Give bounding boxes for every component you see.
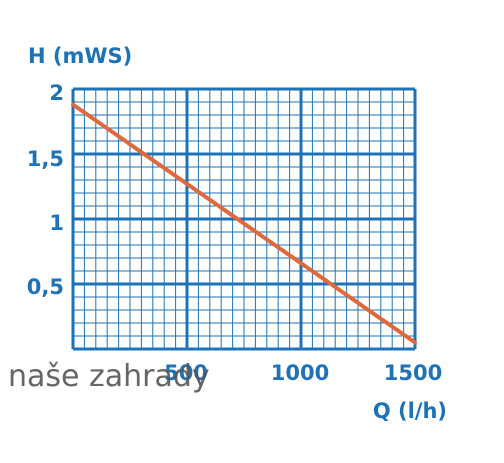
x-tick-label: 500 bbox=[164, 361, 208, 385]
y-tick-label: 1,5 bbox=[27, 147, 64, 171]
y-tick-label: 0,5 bbox=[27, 275, 64, 299]
series-line bbox=[71, 102, 417, 345]
series-layer bbox=[71, 102, 417, 345]
y-tick-label: 2 bbox=[49, 81, 64, 105]
x-tick-label: 1000 bbox=[271, 361, 329, 385]
x-axis-label: Q (l/h) bbox=[373, 399, 447, 423]
x-tick-label: 1500 bbox=[384, 361, 442, 385]
y-axis-label: H (mWS) bbox=[28, 44, 132, 68]
y-tick-label: 1 bbox=[49, 211, 64, 235]
watermark: naše zahrady bbox=[8, 359, 210, 394]
grid bbox=[71, 87, 417, 351]
